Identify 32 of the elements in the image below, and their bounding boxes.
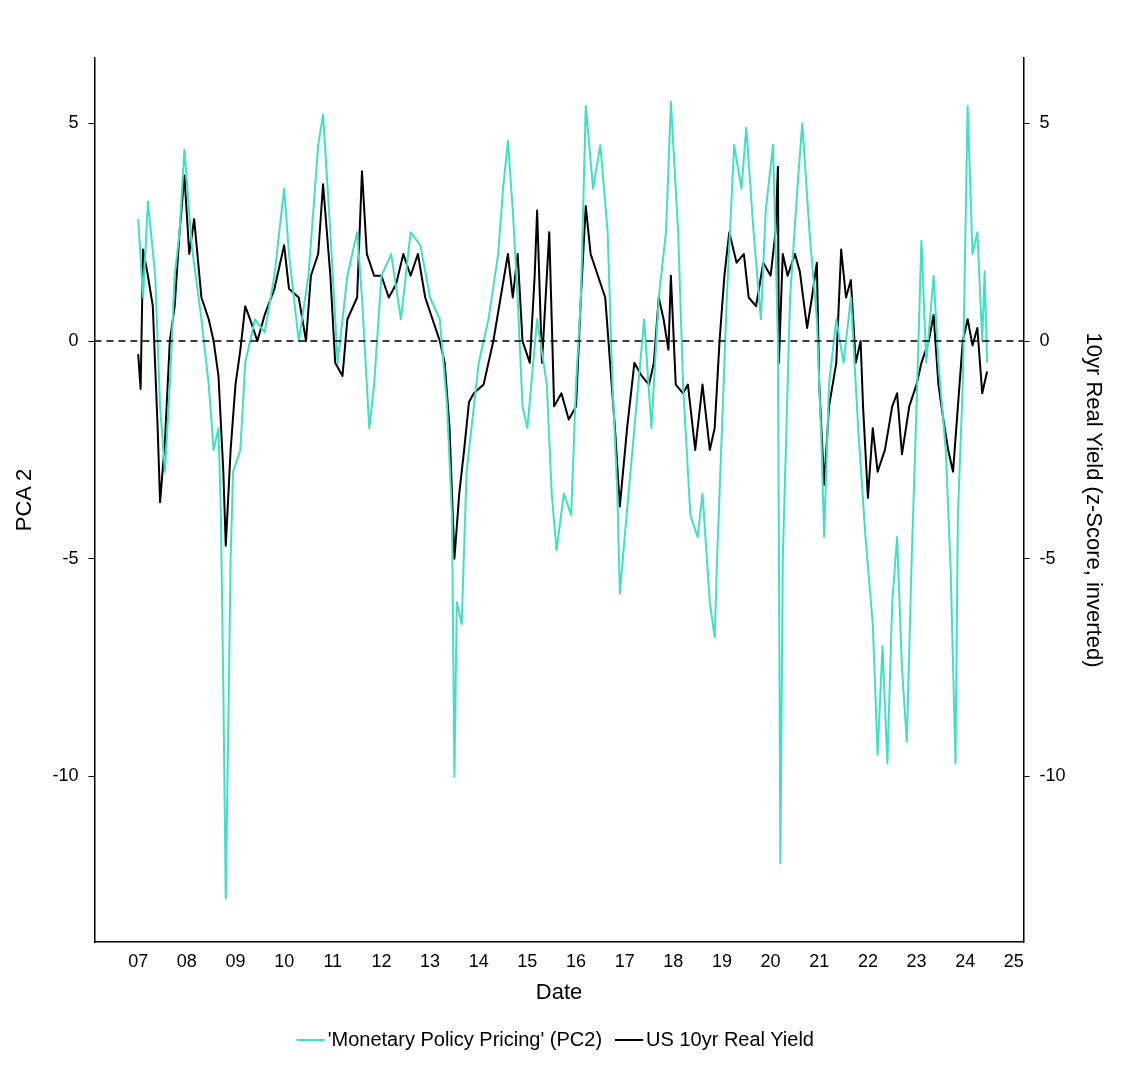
legend-label: 'Monetary Policy Pricing' (PC2) [327, 1027, 603, 1050]
x-tick-label: 20 [760, 950, 781, 971]
y2-tick-label: -5 [1039, 547, 1056, 568]
y-axis-title: PCA 2 [11, 468, 37, 532]
x-tick-label: 08 [176, 950, 197, 971]
x-tick-label: 21 [809, 950, 830, 971]
x-tick-label: 10 [274, 950, 295, 971]
y-tick-label: -5 [62, 547, 79, 568]
y2-tick-label: 0 [1039, 330, 1050, 351]
x-tick-label: 25 [1003, 950, 1024, 971]
x-tick-label: 13 [420, 950, 441, 971]
x-tick-label: 18 [663, 950, 684, 971]
x-tick-label: 15 [517, 950, 538, 971]
x-tick-label: 23 [906, 950, 927, 971]
x-tick-label: 16 [566, 950, 587, 971]
x-tick-label: 11 [323, 950, 343, 971]
x-tick-label: 19 [711, 950, 732, 971]
legend-label: US 10yr Real Yield [646, 1027, 814, 1050]
x-tick-label: 22 [857, 950, 878, 971]
x-tick-label: 07 [128, 950, 149, 971]
y-tick-label: -10 [52, 765, 79, 786]
y-tick-label: 5 [68, 112, 79, 133]
x-tick-label: 24 [955, 950, 976, 971]
y-tick-label: 0 [68, 330, 79, 351]
y2-axis-title: 10yr Real Yield (z-Score, inverted) [1081, 332, 1107, 668]
x-tick-label: 12 [371, 950, 392, 971]
x-axis-title: Date [535, 978, 583, 1004]
y2-tick-label: -10 [1039, 765, 1066, 786]
x-tick-label: 14 [468, 950, 489, 971]
x-tick-label: 09 [225, 950, 246, 971]
x-tick-label: 17 [614, 950, 635, 971]
y2-tick-label: 5 [1039, 112, 1050, 133]
